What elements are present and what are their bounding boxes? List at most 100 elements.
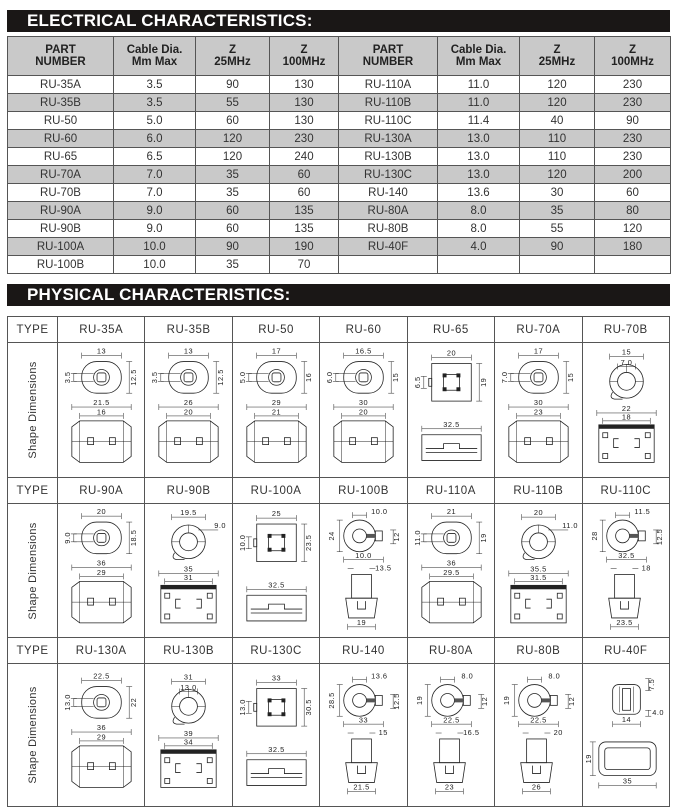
dimension-label: 20 — [359, 407, 368, 416]
shape-drawing-cell: 20 11.0 35.5 31.5 — [494, 503, 583, 638]
table-row: RU-90A 9.0 60 135 RU-80A 8.0 35 80 — [7, 201, 671, 220]
dimension-label: 11.0 — [413, 530, 422, 546]
shape-drawing-cell: 33 13.0 30.5 32.5 — [231, 663, 321, 807]
dimension-label: 31.5 — [530, 573, 546, 582]
shape-drawing-cell: 17 5.0 16 29 21 — [231, 342, 321, 478]
shape-drawing-cell: 8.0 19 12 22.5 20 26 — [494, 663, 583, 807]
shape-dimensions-label: Shape Dimensions — [26, 521, 39, 620]
shape-drawing-cell: 20 6.5 19 32.5 — [406, 342, 496, 478]
dimension-label: 20 — [184, 407, 193, 416]
dimension-label: 33 — [272, 674, 281, 683]
dimension-label: 5.0 — [238, 371, 247, 383]
dimension-label: 11.0 — [562, 521, 578, 530]
dimension-label: 31 — [184, 673, 193, 682]
dimension-label: 15 — [566, 373, 575, 382]
table-cell: 60 — [195, 219, 270, 238]
dimension-label: 9.0 — [63, 532, 72, 544]
dimension-label: 12.5 — [217, 369, 226, 385]
column-header: PART NUMBER — [338, 36, 438, 76]
part-number: RU-60 — [319, 316, 408, 343]
dimension-label: 23 — [445, 782, 454, 791]
dimension-label: 22 — [129, 698, 138, 707]
table-row: RU-35B 3.5 55 130 RU-110B 11.0 120 230 — [7, 93, 671, 112]
table-cell: 8.0 — [437, 201, 520, 220]
part-number: RU-65 — [406, 316, 496, 343]
table-cell: 90 — [519, 237, 595, 256]
dimension-label: 13.0 — [181, 683, 197, 692]
shape-row: Shape Dimensions 22.5 13.0 22 36 29 31 13.0 39 34… — [7, 663, 671, 807]
part-number: RU-130B — [144, 637, 233, 664]
table-cell: 35 — [195, 183, 270, 202]
part-number: RU-140 — [319, 637, 408, 664]
table-cell: RU-60 — [7, 129, 114, 148]
dimension-label: 8.0 — [461, 672, 473, 681]
table-cell: 9.0 — [113, 201, 196, 220]
dimension-label: 35 — [622, 776, 631, 785]
dimension-label: 12.5 — [392, 693, 401, 709]
table-cell: 190 — [269, 237, 339, 256]
dimension-label: 7.5 — [647, 679, 656, 691]
part-number: RU-100A — [231, 477, 321, 504]
table-cell: 90 — [594, 111, 671, 130]
shape-drawing-cell: 11.5 28 12.5 32.5 18 23.5 — [581, 503, 671, 638]
shape-drawing-cell: 13.6 28.5 12.5 33 15 21.5 — [319, 663, 408, 807]
table-cell: 8.0 — [437, 219, 520, 238]
square-core-drawing-icon: 33 13.0 30.5 32.5 — [238, 674, 313, 786]
dimension-label: 16.5 — [356, 347, 372, 356]
dimension-label: 21 — [272, 407, 281, 416]
dimension-label: 17 — [272, 347, 281, 356]
table-cell: RU-110B — [338, 93, 438, 112]
dimension-label: 12 — [480, 697, 489, 706]
table-cell: 200 — [594, 165, 671, 184]
dimension-label: 13.6 — [371, 672, 387, 681]
shape-drawing-cell: 13 3.5 12.5 26 20 — [144, 342, 233, 478]
dimension-label: 34 — [184, 737, 193, 746]
dimension-label: 20 — [554, 728, 563, 737]
dimension-label: 3.5 — [150, 371, 159, 383]
dimension-label: 19 — [357, 618, 366, 627]
table-row: RU-60 6.0 120 230 RU-130A 13.0 110 230 — [7, 129, 671, 148]
shape-dimensions-cell: Shape Dimensions — [7, 663, 58, 807]
shape-drawing-cell: 20 9.0 18.5 36 29 — [56, 503, 146, 638]
type-label: TYPE — [7, 637, 58, 664]
dimension-label: 15 — [621, 348, 630, 357]
table-cell: 135 — [269, 201, 339, 220]
table-cell: 130 — [269, 75, 339, 94]
table-cell: 70 — [269, 255, 339, 274]
table-cell: 40 — [519, 111, 595, 130]
table-cell: 11.0 — [437, 75, 520, 94]
table-cell: 5.0 — [113, 111, 196, 130]
dimension-label: 19 — [479, 533, 488, 542]
dimension-label: 17 — [534, 347, 543, 356]
table-cell: 60 — [594, 183, 671, 202]
shape-drawing-cell: 10.0 24 12 10.0 13.5 19 — [319, 503, 408, 638]
table-cell: 90 — [195, 75, 270, 94]
dimension-label: 26 — [184, 398, 193, 407]
dimension-label: 6.5 — [413, 376, 422, 388]
table-cell: 7.0 — [113, 165, 196, 184]
table-cell: RU-130A — [338, 129, 438, 148]
dimension-label: 32.5 — [268, 580, 284, 589]
column-header: Z 100MHz — [269, 36, 339, 76]
table-cell: 35 — [195, 255, 270, 274]
dimension-label: 28 — [589, 531, 598, 540]
table-row: RU-90B 9.0 60 135 RU-80B 8.0 55 120 — [7, 219, 671, 238]
part-number: RU-70B — [581, 316, 671, 343]
dimension-label: 30.5 — [304, 699, 313, 715]
table-cell: 90 — [195, 237, 270, 256]
dimension-label: 25 — [272, 509, 281, 518]
table-cell: 55 — [195, 93, 270, 112]
electrical-section-title: ELECTRICAL CHARACTERISTICS: — [7, 10, 670, 32]
table-cell: 13.0 — [437, 165, 520, 184]
column-header: PART NUMBER — [7, 36, 114, 76]
table-cell: 230 — [594, 93, 671, 112]
table-cell: 4.0 — [437, 237, 520, 256]
shape-drawing-cell: 25 10.0 23.5 32.5 — [231, 503, 321, 638]
table-row: RU-100B 10.0 35 70 — [7, 255, 671, 274]
shape-dimensions-cell: Shape Dimensions — [7, 342, 58, 478]
dimension-label: 15 — [391, 373, 400, 382]
part-number: RU-100B — [319, 477, 408, 504]
